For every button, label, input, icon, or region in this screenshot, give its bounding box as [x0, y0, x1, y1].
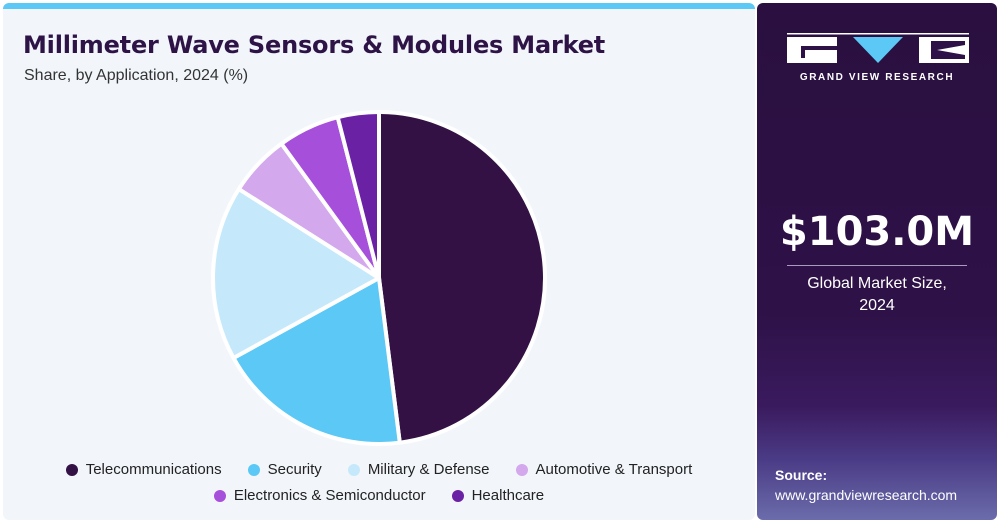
legend-label: Automotive & Transport — [535, 461, 693, 478]
market-size-label-line2: 2024 — [859, 297, 895, 314]
market-size-label-line1: Global Market Size, — [807, 275, 947, 292]
legend-item: Security — [247, 461, 322, 478]
legend-swatch — [515, 463, 528, 476]
legend-label: Security — [267, 461, 322, 478]
chart-card: Millimeter Wave Sensors & Modules Market… — [3, 3, 755, 520]
summary-panel: GRAND VIEW RESEARCH $103.0M Global Marke… — [757, 3, 997, 520]
chart-subtitle: Share, by Application, 2024 (%) — [24, 67, 249, 84]
legend-label: Healthcare — [471, 487, 545, 504]
legend-item: Healthcare — [451, 487, 545, 504]
legend-item: Electronics & Semiconductor — [213, 487, 426, 504]
legend-item: Telecommunications — [65, 461, 222, 478]
legend-label: Telecommunications — [85, 461, 222, 478]
legend-label: Military & Defense — [367, 461, 490, 478]
grand-view-research-logo — [787, 33, 969, 63]
market-size-label: Global Market Size, 2024 — [757, 273, 997, 317]
legend-swatch — [451, 489, 464, 502]
legend-swatch — [347, 463, 360, 476]
legend-item: Automotive & Transport — [515, 461, 693, 478]
source-url: www.grandviewresearch.com — [775, 487, 958, 503]
divider — [787, 265, 967, 266]
brand-name: GRAND VIEW RESEARCH — [799, 72, 955, 83]
legend-item: Military & Defense — [347, 461, 490, 478]
market-size-value: $103.0M — [779, 209, 975, 255]
legend-label: Electronics & Semiconductor — [233, 487, 426, 504]
legend-row: Telecommunications Security Military & Def… — [3, 461, 755, 478]
pie-slice-telecommunications — [377, 110, 547, 445]
legend-swatch — [247, 463, 260, 476]
pie-slice-military-defense — [211, 187, 381, 360]
legend-row: Electronics & Semiconductor Healthcare — [3, 487, 755, 504]
legend-swatch — [65, 463, 78, 476]
chart-title: Millimeter Wave Sensors & Modules Market — [23, 31, 606, 59]
pie-chart — [211, 110, 547, 446]
legend-swatch — [213, 489, 226, 502]
accent-strip — [3, 3, 755, 9]
source-label: Source: — [775, 467, 828, 483]
pie-slice-security — [231, 276, 402, 446]
pie-slice-healthcare — [335, 110, 381, 280]
